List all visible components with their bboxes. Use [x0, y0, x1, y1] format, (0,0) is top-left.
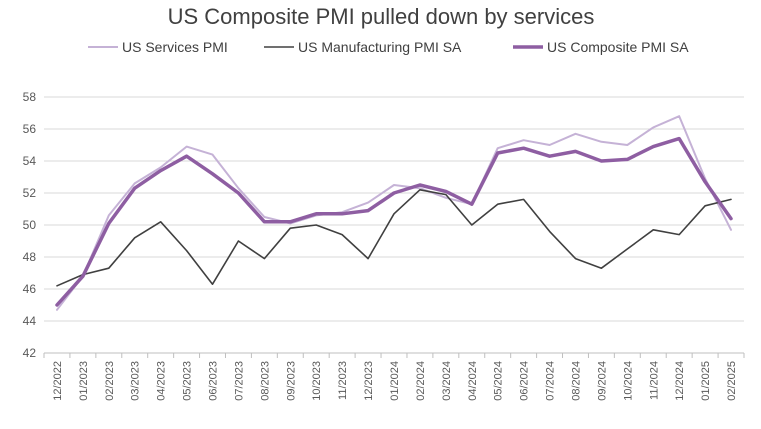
x-tick-label: 10/2024 — [622, 361, 634, 401]
series-line-us-manufacturing-pmi-sa — [56, 189, 732, 287]
x-tick-label: 08/2023 — [259, 361, 271, 401]
x-tick-label: 04/2023 — [156, 361, 168, 401]
x-tick-label: 07/2024 — [545, 361, 557, 401]
x-tick-label: 07/2023 — [233, 361, 245, 401]
x-tick-label: 06/2023 — [208, 361, 220, 401]
y-tick-label: 46 — [23, 282, 37, 296]
chart-title: US Composite PMI pulled down by services — [168, 4, 595, 29]
x-tick-label: 09/2023 — [285, 361, 297, 401]
x-tick-label: 02/2023 — [104, 361, 116, 401]
x-tick-label: 08/2024 — [570, 361, 582, 401]
x-tick-label: 11/2024 — [648, 361, 660, 400]
x-tick-label: 10/2023 — [311, 361, 323, 401]
series-lines — [55, 115, 733, 311]
x-tick-label: 12/2024 — [674, 361, 686, 401]
x-tick-label: 01/2025 — [700, 361, 712, 401]
y-tick-label: 56 — [23, 122, 37, 136]
x-tick-label: 03/2024 — [441, 361, 453, 401]
x-tick-label: 11/2023 — [337, 361, 349, 400]
legend-label: US Manufacturing PMI SA — [298, 39, 462, 55]
y-tick-label: 44 — [23, 314, 37, 328]
y-tick-label: 48 — [23, 250, 37, 264]
y-tick-label: 50 — [23, 218, 37, 232]
x-tick-label: 03/2023 — [130, 361, 142, 401]
series-line-us-composite-pmi-sa — [55, 136, 733, 307]
y-gridlines — [44, 96, 744, 322]
y-tick-label: 58 — [23, 90, 37, 104]
x-tick-label: 05/2023 — [182, 361, 194, 401]
y-tick-label: 54 — [23, 154, 37, 168]
chart-legend: US Services PMI US Manufacturing PMI SA US… — [88, 39, 689, 55]
legend-label: US Services PMI — [122, 39, 228, 55]
legend-label: US Composite PMI SA — [547, 39, 689, 55]
x-tick-label: 02/2025 — [726, 361, 738, 401]
x-tick-label: 02/2024 — [415, 361, 427, 401]
x-tick-label: 01/2023 — [78, 361, 90, 401]
y-axis-tick-labels: 42 44 46 48 50 52 54 56 58 — [23, 90, 37, 360]
x-tick-label: 06/2024 — [519, 361, 531, 401]
y-tick-label: 52 — [23, 186, 37, 200]
x-tick-label: 01/2024 — [389, 361, 401, 401]
x-tick-label: 09/2024 — [596, 361, 608, 401]
y-tick-label: 42 — [23, 346, 37, 360]
x-tick-label: 12/2023 — [363, 361, 375, 401]
x-axis — [43, 352, 745, 358]
x-tick-label: 04/2024 — [467, 361, 479, 401]
x-tick-label: 12/2022 — [52, 361, 64, 401]
x-tick-label: 05/2024 — [493, 361, 505, 401]
x-axis-tick-labels: 12/2022 01/2023 02/2023 03/2023 04/2023 05/20… — [52, 361, 738, 401]
series-line-us-services-pmi — [56, 115, 732, 311]
